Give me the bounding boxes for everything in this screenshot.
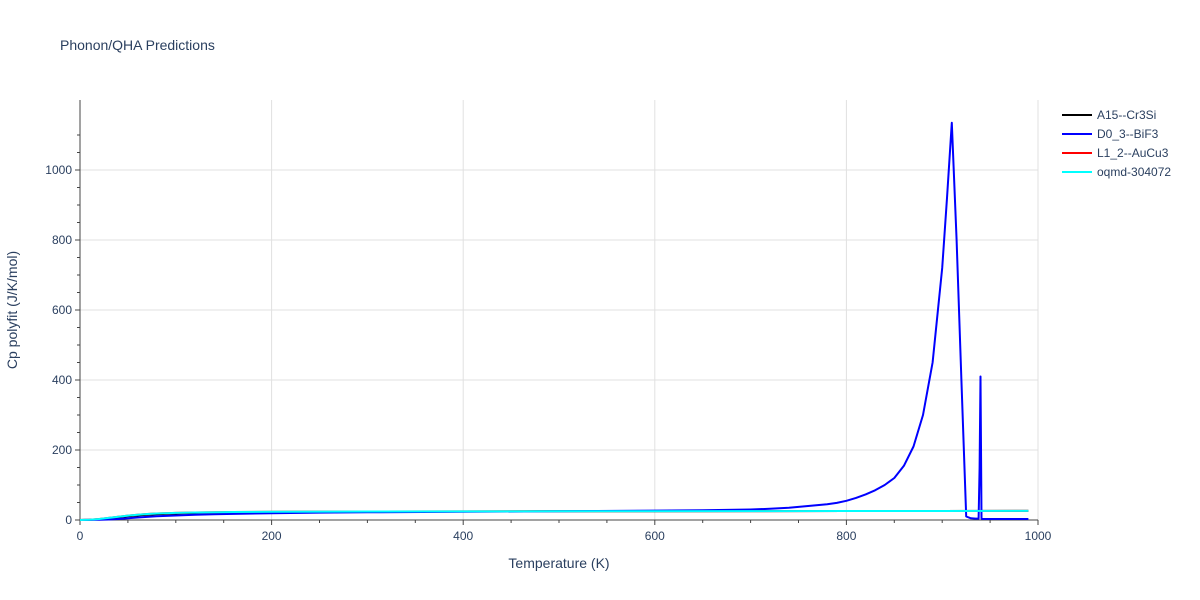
grid <box>80 100 1039 520</box>
legend-item-1[interactable]: A15--Cr3Si <box>1062 108 1156 122</box>
x-tick-label: 800 <box>836 529 856 543</box>
legend-item-4[interactable]: oqmd-304072 <box>1062 165 1171 179</box>
y-tick-label: 800 <box>52 233 72 247</box>
x-tick-label: 400 <box>453 529 473 543</box>
axes: 0 200 400 600 800 1000 0 200 400 600 800 1000 <box>45 100 1052 543</box>
x-tick-label: 1000 <box>1025 529 1052 543</box>
y-axis-title: Cp polyfit (J/K/mol) <box>4 251 20 369</box>
series-line-4 <box>79 509 1029 521</box>
legend-item-2[interactable]: D0_3--BiF3 <box>1062 127 1159 141</box>
x-axis-title: Temperature (K) <box>508 555 609 571</box>
series-line-2 <box>79 121 1029 521</box>
plot-area <box>79 121 1029 521</box>
legend-label: oqmd-304072 <box>1097 165 1171 179</box>
y-tick-label: 600 <box>52 303 72 317</box>
x-tick-label: 200 <box>262 529 282 543</box>
legend-label: A15--Cr3Si <box>1097 108 1156 122</box>
x-tick-label: 0 <box>77 529 84 543</box>
legend-label: L1_2--AuCu3 <box>1097 146 1169 160</box>
legend-item-3[interactable]: L1_2--AuCu3 <box>1062 146 1169 160</box>
chart-title: Phonon/QHA Predictions <box>60 37 215 53</box>
y-tick-label: 1000 <box>45 163 72 177</box>
y-tick-label: 0 <box>65 513 72 527</box>
legend-label: D0_3--BiF3 <box>1097 127 1159 141</box>
y-tick-label: 200 <box>52 443 72 457</box>
legend[interactable]: A15--Cr3Si D0_3--BiF3 L1_2--AuCu3 oqmd-3040… <box>1062 108 1171 179</box>
y-tick-label: 400 <box>52 373 72 387</box>
x-tick-label: 600 <box>645 529 665 543</box>
